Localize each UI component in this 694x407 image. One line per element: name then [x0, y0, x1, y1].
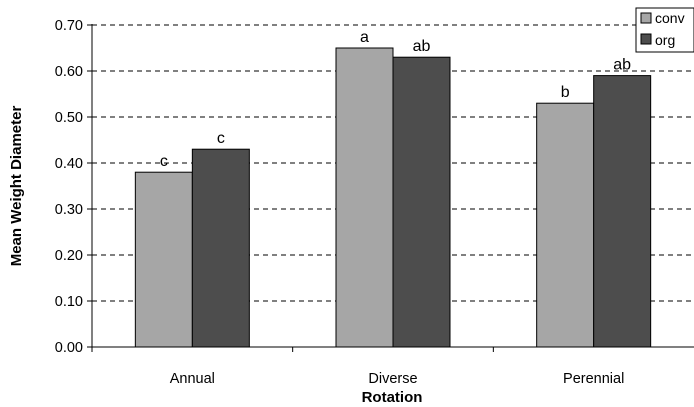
legend-swatch-conv — [640, 12, 652, 24]
bar-org-diverse — [392, 56, 451, 348]
bars — [134, 47, 652, 348]
bar-significance-label: ab — [413, 38, 431, 55]
bar-conv-annual — [134, 171, 193, 348]
tick-labels: 0.00 0.10 0.20 0.30 0.40 0.50 0.60 0.70 Annual Di… — [55, 18, 625, 387]
legend-label-org: org — [655, 32, 675, 48]
y-axis-title: Mean Weight Diameter — [8, 106, 25, 267]
bar-org-perennial — [593, 75, 652, 348]
y-tick-label: 0.00 — [55, 340, 83, 356]
x-tick-label: Annual — [170, 371, 215, 387]
legend: conv org — [635, 7, 694, 53]
y-tick-label: 0.50 — [55, 110, 83, 126]
x-axis-title: Rotation — [362, 389, 423, 406]
bar-significance-label: b — [561, 84, 570, 101]
bar-labels: c c a ab b ab — [160, 29, 631, 170]
bar-significance-label: ab — [613, 57, 631, 74]
y-tick-label: 0.60 — [55, 64, 83, 80]
y-tick-label: 0.70 — [55, 18, 83, 34]
x-tick-label: Perennial — [563, 371, 624, 387]
bar-org-annual — [191, 148, 250, 348]
bar-significance-label: a — [360, 29, 369, 46]
bar-significance-label: c — [217, 130, 225, 147]
legend-swatch-org — [640, 33, 652, 45]
bar-significance-label: c — [160, 153, 168, 170]
bar-conv-diverse — [335, 47, 394, 348]
y-tick-label: 0.10 — [55, 294, 83, 310]
y-tick-label: 0.20 — [55, 248, 83, 264]
y-tick-label: 0.40 — [55, 156, 83, 172]
x-tick-label: Diverse — [368, 371, 417, 387]
y-tick-label: 0.30 — [55, 202, 83, 218]
axes — [87, 24, 694, 352]
legend-label-conv: conv — [655, 10, 685, 26]
bar-conv-perennial — [536, 102, 595, 348]
